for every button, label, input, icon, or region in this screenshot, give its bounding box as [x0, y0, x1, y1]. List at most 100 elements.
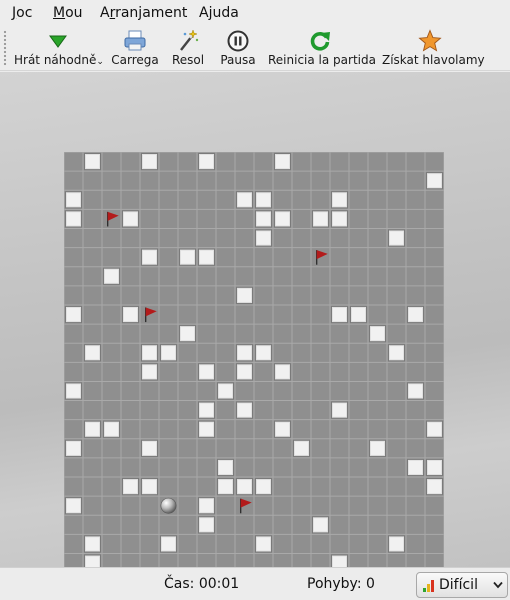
block-tile: [255, 229, 272, 247]
timer-display: Čas: 00:01: [164, 576, 239, 592]
block-tile: [198, 516, 215, 534]
flag-icon: [107, 211, 119, 227]
difficulty-select[interactable]: Difícil: [416, 572, 508, 598]
difficulty-value: Difícil: [439, 577, 478, 593]
block-tile: [141, 363, 158, 381]
play-random-label: Hrát náhodně: [14, 53, 97, 67]
block-tile: [141, 478, 158, 496]
chevron-down-icon: ⌄: [96, 57, 104, 67]
restart-button[interactable]: Reinicia la partida: [268, 26, 376, 71]
pause-button[interactable]: Pausa: [216, 26, 260, 71]
block-tile: [255, 210, 272, 228]
board-background: [0, 72, 510, 600]
block-tile: [179, 325, 196, 343]
menu-arranjament[interactable]: Arranjament: [100, 5, 188, 21]
menu-ajuda[interactable]: Ajuda: [199, 5, 239, 21]
menu-joc[interactable]: Joc: [12, 5, 33, 21]
solve-button[interactable]: Resol: [166, 26, 210, 71]
block-tile: [160, 344, 177, 362]
block-tile: [198, 401, 215, 419]
flag-icon: [240, 498, 252, 514]
block-tile: [407, 458, 424, 477]
menu-bar: Joc Mou Arranjament Ajuda: [0, 0, 510, 26]
block-tile: [141, 439, 158, 457]
block-tile: [198, 497, 215, 515]
block-tile: [103, 420, 120, 438]
menu-mou[interactable]: Mou: [53, 5, 83, 21]
refresh-icon: [310, 32, 330, 51]
block-tile: [217, 382, 234, 400]
solve-label: Resol: [171, 53, 205, 67]
block-tile: [103, 267, 120, 285]
block-tile: [426, 458, 443, 477]
pause-icon: [227, 30, 249, 52]
block-tile: [65, 382, 82, 400]
play-random-button[interactable]: Hrát náhodně⌄: [14, 26, 104, 71]
block-tile: [65, 210, 82, 228]
block-tile: [198, 420, 215, 438]
block-tile: [65, 439, 82, 457]
difficulty-bars-icon: [423, 580, 434, 592]
block-tile: [160, 535, 177, 553]
block-tile: [179, 248, 196, 266]
block-tile: [388, 535, 405, 553]
moves-value: 0: [366, 576, 375, 592]
block-tile: [236, 344, 253, 362]
block-tile: [122, 305, 139, 324]
moves-label: Pohyby:: [307, 576, 362, 592]
game-board[interactable]: [64, 152, 444, 600]
board-grid: [64, 152, 444, 600]
chevron-down-icon: [493, 581, 503, 589]
block-tile: [312, 210, 329, 228]
block-tile: [350, 305, 367, 324]
block-tile: [255, 478, 272, 496]
toolbar-grip[interactable]: [3, 30, 7, 66]
block-tile: [255, 344, 272, 362]
ball: [160, 497, 177, 514]
block-tile: [255, 191, 272, 209]
block-tile: [255, 535, 272, 553]
block-tile: [198, 153, 215, 171]
load-label: Carrega: [111, 53, 159, 67]
block-tile: [65, 191, 82, 209]
triangle-down-icon: [49, 35, 67, 48]
block-tile: [198, 363, 215, 381]
block-tile: [65, 305, 82, 324]
get-puzzles-button[interactable]: Získat hlavolamy: [382, 26, 485, 71]
magic-wand-icon: [180, 29, 199, 51]
block-tile: [274, 153, 291, 171]
block-tile: [141, 248, 158, 266]
block-tile: [84, 344, 101, 362]
block-tile: [369, 325, 386, 343]
block-tile: [407, 305, 424, 324]
block-tile: [426, 420, 443, 438]
block-tile: [217, 478, 234, 496]
block-tile: [236, 191, 253, 209]
block-tile: [84, 420, 101, 438]
block-tile: [198, 248, 215, 266]
flag-icon: [316, 250, 328, 265]
block-tile: [407, 382, 424, 400]
block-tile: [331, 401, 348, 419]
block-tile: [274, 363, 291, 381]
time-value: 00:01: [198, 576, 240, 592]
block-tile: [426, 172, 443, 190]
printer-icon: [124, 30, 146, 51]
block-tile: [426, 478, 443, 496]
load-button[interactable]: Carrega: [108, 26, 162, 71]
block-tile: [84, 535, 101, 553]
get-puzzles-label: Získat hlavolamy: [382, 53, 485, 67]
block-tile: [236, 286, 253, 304]
block-tile: [274, 420, 291, 438]
star-icon: [418, 29, 442, 52]
block-tile: [312, 516, 329, 534]
block-tile: [65, 497, 82, 515]
block-tile: [84, 153, 101, 171]
flag-icon: [145, 307, 157, 323]
block-tile: [141, 344, 158, 362]
block-tile: [274, 210, 291, 228]
block-tile: [331, 210, 348, 228]
block-tile: [388, 229, 405, 247]
block-tile: [122, 210, 139, 228]
moves-display: Pohyby: 0: [307, 576, 375, 592]
